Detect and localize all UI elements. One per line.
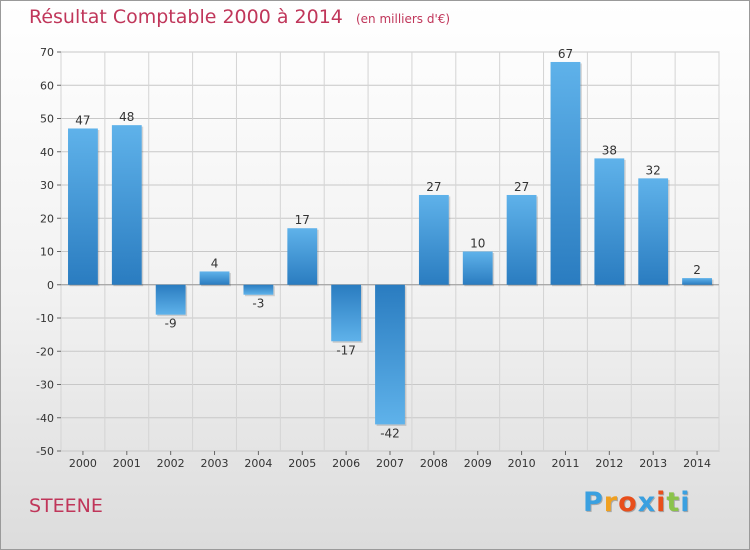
y-tick-label: -10 bbox=[36, 312, 54, 325]
x-tick-label-2012: 2012 bbox=[595, 457, 623, 470]
bar-2014 bbox=[682, 278, 712, 285]
proxiti-logo: Proxiti bbox=[583, 487, 691, 518]
x-tick-label-2001: 2001 bbox=[113, 457, 141, 470]
bar-2007 bbox=[375, 284, 405, 425]
logo-letter: x bbox=[637, 487, 657, 518]
y-tick-label: -30 bbox=[36, 379, 54, 392]
y-tick-label: 10 bbox=[40, 246, 54, 259]
value-label-2003: 4 bbox=[211, 256, 219, 270]
y-tick-label: 0 bbox=[47, 279, 54, 292]
x-tick-label-2005: 2005 bbox=[288, 457, 316, 470]
bar-2010 bbox=[506, 194, 537, 285]
bar-layer bbox=[68, 61, 714, 426]
bar-2006 bbox=[331, 284, 362, 342]
place-name: STEENE bbox=[29, 495, 103, 517]
logo-letter: o bbox=[618, 487, 638, 518]
y-tick-label: 60 bbox=[40, 79, 54, 92]
value-label-2001: 48 bbox=[119, 110, 134, 124]
bar-2009 bbox=[462, 251, 493, 285]
x-tick-label-2003: 2003 bbox=[201, 457, 229, 470]
y-tick-label: 20 bbox=[40, 212, 54, 225]
chart-unit: (en milliers d'€) bbox=[355, 12, 451, 26]
x-tick-label-2007: 2007 bbox=[376, 457, 404, 470]
x-tick-label-2014: 2014 bbox=[683, 457, 711, 470]
bar-2002 bbox=[155, 284, 186, 315]
value-label-2009: 10 bbox=[470, 237, 485, 251]
x-tick-label-2008: 2008 bbox=[420, 457, 448, 470]
bar-2003 bbox=[199, 271, 230, 285]
value-label-2014: 2 bbox=[693, 263, 701, 277]
x-tick-label-2010: 2010 bbox=[508, 457, 536, 470]
bar-2005 bbox=[287, 228, 318, 285]
chart-title: Résultat Comptable 2000 à 2014 bbox=[29, 6, 343, 28]
x-tick-label-2000: 2000 bbox=[69, 457, 97, 470]
y-tick-label: 70 bbox=[40, 46, 54, 59]
value-label-2007: -42 bbox=[380, 426, 400, 440]
x-tick-label-2004: 2004 bbox=[244, 457, 272, 470]
value-label-2013: 32 bbox=[646, 163, 661, 177]
bar-2001 bbox=[111, 125, 142, 285]
bar-2013 bbox=[638, 178, 669, 285]
x-tick-label-2011: 2011 bbox=[551, 457, 579, 470]
value-label-2008: 27 bbox=[426, 180, 441, 194]
value-label-2011: 67 bbox=[558, 47, 573, 61]
value-label-2010: 27 bbox=[514, 180, 529, 194]
logo-letter: i bbox=[680, 487, 691, 518]
x-tick-label-2009: 2009 bbox=[464, 457, 492, 470]
logo-letter: r bbox=[603, 487, 619, 518]
value-label-2002: -9 bbox=[165, 317, 177, 331]
x-tick-label-2002: 2002 bbox=[157, 457, 185, 470]
value-label-2012: 38 bbox=[602, 143, 617, 157]
y-tick-label: 40 bbox=[40, 146, 54, 159]
bar-2012 bbox=[594, 158, 625, 285]
y-tick-label: 30 bbox=[40, 179, 54, 192]
logo-letter: t bbox=[666, 487, 681, 518]
bar-2000 bbox=[68, 128, 98, 285]
x-tick-label-2013: 2013 bbox=[639, 457, 667, 470]
label-layer: 47 48 -9 4 -3 17 -17 -42 27 10 27 67 38 32 2 bbox=[75, 47, 701, 440]
y-tick-label: -40 bbox=[36, 412, 54, 425]
value-label-2005: 17 bbox=[295, 213, 310, 227]
bar-2004 bbox=[243, 284, 274, 295]
bar-2008 bbox=[418, 194, 449, 285]
value-label-2000: 47 bbox=[75, 113, 90, 127]
y-tick-label: -20 bbox=[36, 345, 54, 358]
logo-letter: i bbox=[656, 487, 667, 518]
y-tick-label: -50 bbox=[36, 445, 54, 458]
value-label-2004: -3 bbox=[252, 297, 264, 311]
bar-2011 bbox=[550, 61, 581, 285]
chart-title-row: Résultat Comptable 2000 à 2014 (en milli… bbox=[29, 6, 450, 28]
y-tick-label: 50 bbox=[40, 113, 54, 126]
x-tick-label-2006: 2006 bbox=[332, 457, 360, 470]
value-label-2006: -17 bbox=[336, 343, 356, 357]
logo-letter: P bbox=[583, 487, 604, 518]
